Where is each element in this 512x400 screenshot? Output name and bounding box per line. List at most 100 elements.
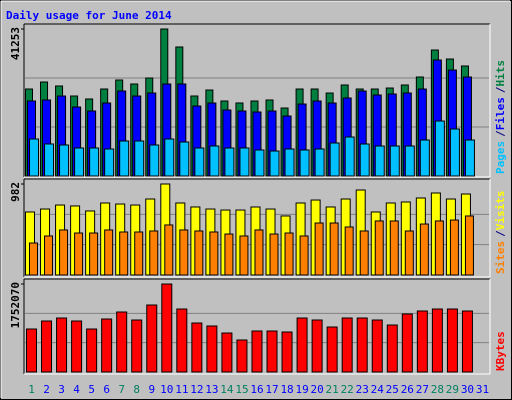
bar [359,143,370,177]
bar [146,304,158,373]
x-tick-label: 9 [148,383,155,396]
x-tick-label: 27 [416,383,429,396]
bar [344,136,355,177]
bar [164,224,174,276]
x-tick-label: 28 [431,383,444,396]
bar [119,231,129,276]
bar [239,235,249,276]
x-tick-label: 25 [386,383,399,396]
bar [134,231,144,276]
bar [89,232,99,276]
y-tick-label: 41253 [9,27,22,60]
bar [416,310,428,373]
bar [149,144,160,177]
x-tick-label: 13 [205,383,218,396]
bar [464,215,474,276]
x-tick-label: 21 [326,383,339,396]
legend-entry: Sites [494,241,507,274]
bar [194,230,204,276]
x-tick-label: 6 [103,383,110,396]
bar [434,220,444,276]
chart-title: Daily usage for June 2014 [6,9,172,22]
bar [176,308,188,373]
x-tick-label: 23 [356,383,369,396]
bar [239,147,250,177]
y-tick-label: 1752070 [9,282,22,328]
bar [374,145,385,177]
x-tick-label: 3 [58,383,65,396]
bar [161,283,173,373]
bar [386,324,398,373]
bar [209,231,219,276]
x-tick-label: 12 [190,383,203,396]
bar [281,331,293,373]
bar [341,317,353,373]
x-tick-label: 29 [446,383,459,396]
x-tick-label: 4 [73,383,80,396]
bar [44,143,55,177]
bar [359,230,369,276]
bar [224,147,235,177]
bar [194,147,205,177]
bar [449,219,459,276]
bar [86,328,98,373]
bar [269,233,279,276]
bar [314,148,325,177]
x-tick-label: 24 [371,383,385,396]
x-tick-label: 26 [401,383,414,396]
bar [221,332,233,373]
x-tick-label: 18 [280,383,293,396]
bar [179,229,189,276]
y-tick-label: 982 [9,182,22,202]
x-tick-label: 22 [341,383,354,396]
bar [299,149,310,177]
bar [419,223,429,276]
bar [29,242,38,276]
x-tick-label: 7 [118,383,125,396]
legend: Pages/Files/Hits [494,60,507,174]
bar [131,319,143,373]
legend-entry: Hits [494,60,507,87]
bar [254,229,264,276]
bar [104,229,114,276]
bar [59,229,69,276]
bar [74,232,84,276]
bar [299,235,309,276]
bar [134,140,145,177]
x-tick-label: 20 [311,383,324,396]
bar [404,230,414,276]
x-tick-label: 14 [220,383,234,396]
bar [389,220,399,276]
bar [44,235,54,276]
bar [266,330,278,373]
bar [149,230,159,276]
bar [329,222,339,276]
bar [446,308,458,373]
bar [389,145,400,177]
legend-entry: KBytes [494,331,507,371]
legend: KBytes [494,331,507,371]
x-tick-label: 17 [265,383,278,396]
bar [311,319,323,373]
x-tick-label: 31 [476,383,489,396]
bar [104,148,115,177]
bar [209,145,220,177]
bar [89,147,100,177]
bar [269,150,280,177]
bar [344,226,354,276]
x-tick-label: 1 [28,383,35,396]
bar [404,145,415,177]
bar [419,139,430,177]
bar [56,317,68,373]
x-tick-label: 15 [235,383,248,396]
bar [326,326,338,373]
bar [464,139,475,177]
bar [296,317,308,373]
bar [431,308,443,373]
x-tick-label: 11 [175,383,188,396]
bar [29,138,39,177]
bar [401,313,413,373]
bar [434,120,445,177]
bar [116,311,128,373]
